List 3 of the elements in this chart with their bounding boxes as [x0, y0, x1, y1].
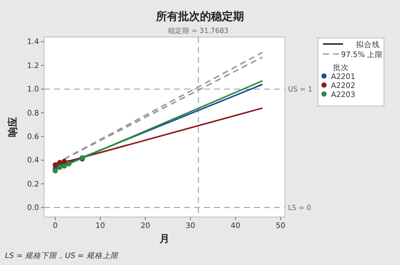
x-axis-title: 月: [158, 234, 170, 245]
y-axis-title: 响应: [7, 117, 19, 137]
chart-title: 所有批次的稳定期: [155, 10, 244, 23]
